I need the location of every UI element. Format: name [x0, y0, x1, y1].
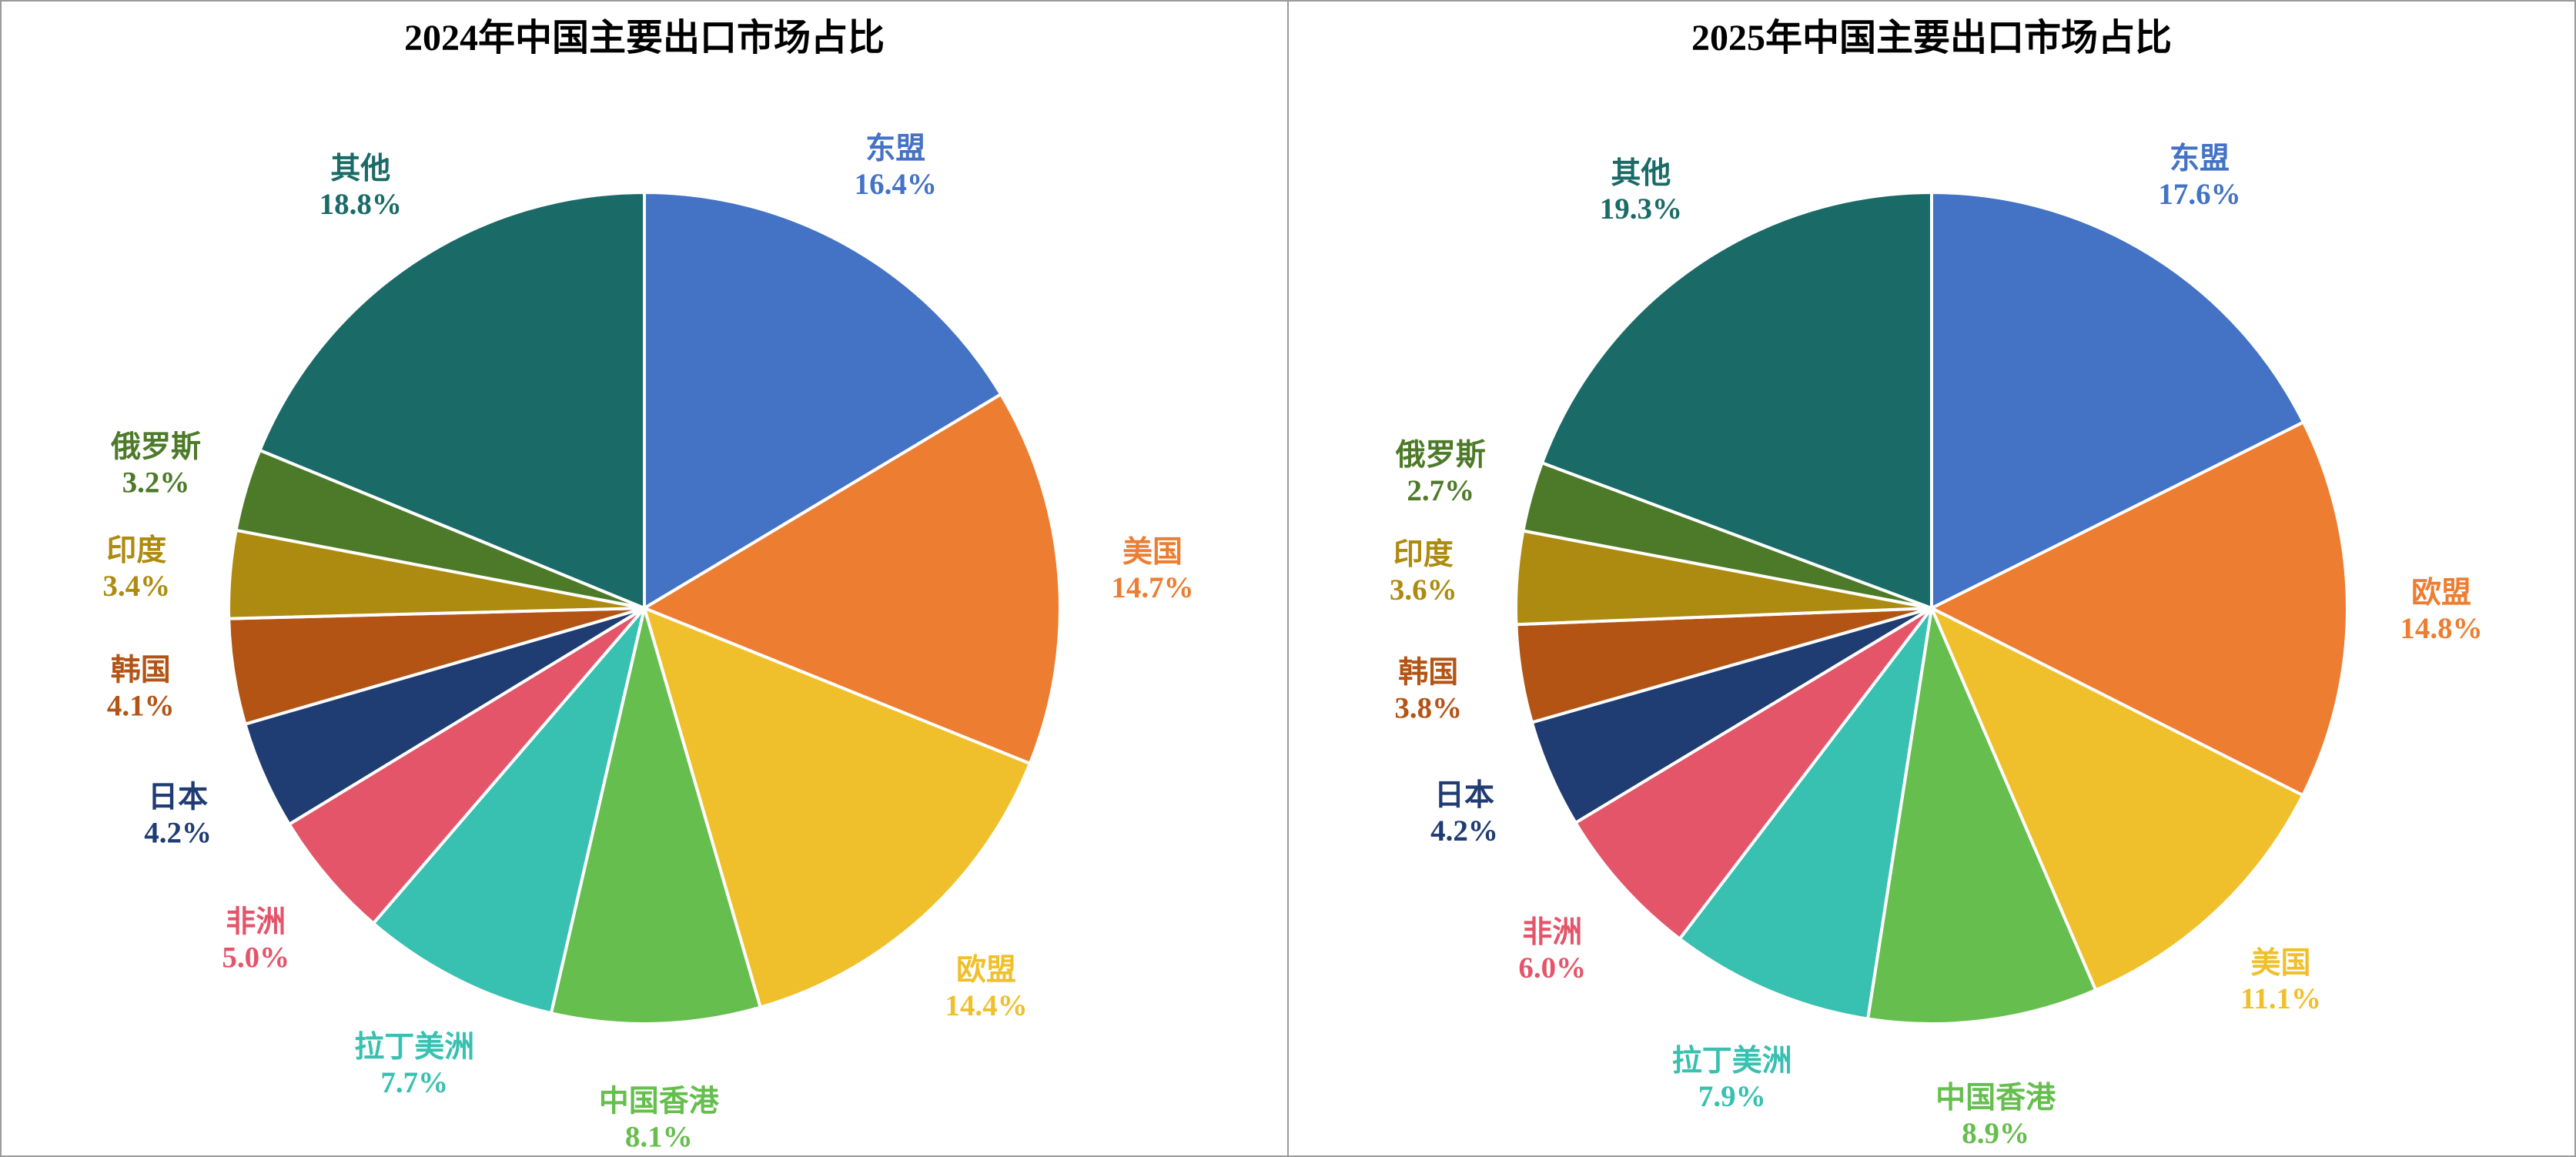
pie-slice: [643, 607, 1032, 1009]
chart-panel-2025: 2025年中国主要出口市场占比 东盟 17.6% 欧盟 14.8% 美国 11.1% 中国香…: [1289, 2, 2574, 1155]
slice-label: 韩国 4.1%: [107, 654, 175, 723]
slice-label: 日本 4.2%: [1430, 779, 1498, 848]
pie-slice: [549, 607, 762, 1025]
pie-slice: [258, 191, 646, 610]
pie-slice: [643, 393, 1062, 765]
pie-chart-2025: 东盟 17.6% 欧盟 14.8% 美国 11.1% 中国香港 8.9% 拉丁美洲 7.9% 非洲 6…: [1390, 142, 2483, 1150]
pie-slice: [1866, 607, 2098, 1025]
pie-chart-2024: 东盟 16.4% 美国 14.7% 欧盟 14.4% 中国香港 8.1% 拉丁美洲 7.7% 非洲 5…: [102, 132, 1193, 1154]
pie-slice: [1930, 607, 2305, 992]
slice-label: 欧盟 14.8%: [2400, 577, 2482, 645]
slice-label: 韩国 3.8%: [1394, 657, 1462, 725]
pie-slice: [1930, 191, 2305, 610]
pie-slice: [287, 607, 646, 925]
slice-label: 非洲 6.0%: [1518, 916, 1586, 985]
slice-label: 其他 18.8%: [319, 152, 402, 221]
slice-label: 中国香港 8.1%: [599, 1085, 720, 1154]
slice-label: 欧盟 14.4%: [945, 954, 1027, 1022]
panel-divider: [1287, 2, 1289, 1155]
pie-slice: [1574, 607, 1933, 941]
slice-label: 拉丁美洲 7.9%: [1672, 1045, 1792, 1113]
chart-title-2025: 2025年中国主要出口市场占比: [1691, 18, 2172, 59]
slice-label: 中国香港 8.9%: [1935, 1082, 2056, 1150]
slice-label: 东盟 17.6%: [2158, 142, 2240, 211]
pie-slice: [1930, 420, 2349, 798]
slice-label: 印度 3.6%: [1390, 538, 1457, 607]
slice-label: 非洲 5.0%: [222, 905, 289, 974]
pie-slice: [1541, 191, 1933, 610]
slice-label: 俄罗斯 2.7%: [1395, 439, 1486, 507]
pie-slice: [1678, 607, 1933, 1021]
slice-label: 东盟 16.4%: [855, 132, 937, 201]
pie-slice: [372, 607, 646, 1015]
slice-label: 日本 4.2%: [144, 781, 212, 850]
slice-label: 其他 19.3%: [1600, 157, 1682, 226]
chart-title-2024: 2024年中国主要出口市场占比: [403, 18, 885, 59]
slice-label: 拉丁美洲 7.7%: [354, 1031, 474, 1099]
slice-label: 美国 14.7%: [1111, 536, 1193, 604]
pie-slice: [643, 191, 1003, 610]
slice-label: 印度 3.4%: [102, 534, 170, 603]
slice-label: 美国 11.1%: [2240, 947, 2321, 1015]
slice-label: 俄罗斯 3.2%: [110, 430, 201, 499]
chart-panel-2024: 2024年中国主要出口市场占比 东盟 16.4% 美国 14.7% 欧盟 14.4% 中国香…: [2, 2, 1287, 1155]
